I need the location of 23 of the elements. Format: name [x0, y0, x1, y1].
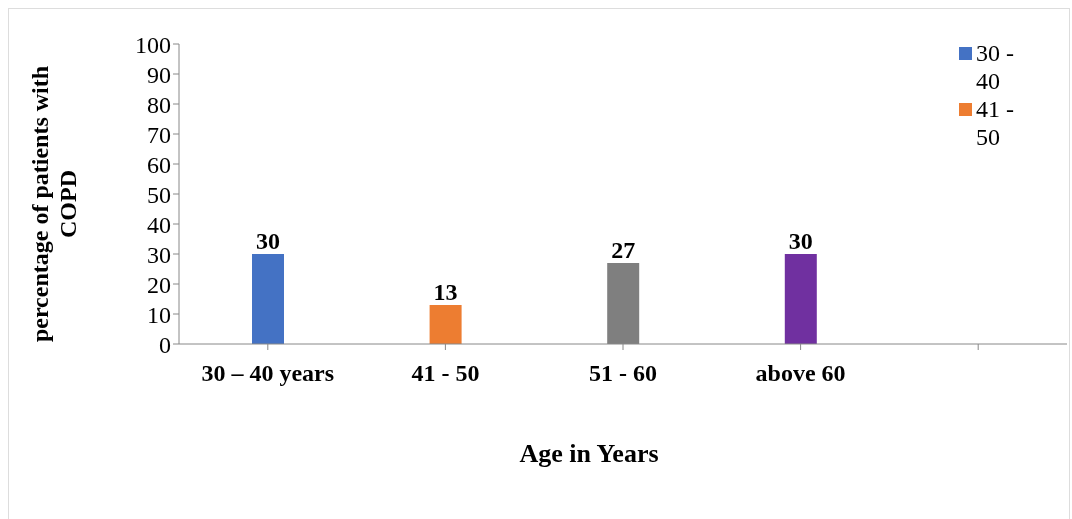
legend-label: 30 - 40 — [976, 39, 1015, 95]
y-tick-label: 100 — [135, 31, 171, 58]
x-tick-label: 30 – 40 years — [201, 360, 335, 387]
legend-label: 41 - 50 — [976, 95, 1015, 151]
y-tick-label: 0 — [159, 331, 171, 358]
y-tick-label: 10 — [147, 301, 171, 328]
y-tick-label: 30 — [147, 241, 171, 268]
y-tick-label: 50 — [147, 181, 171, 208]
data-label: 13 — [433, 279, 458, 305]
y-axis-title: percentage of patients with COPD — [26, 64, 82, 345]
y-tick-label: 80 — [147, 91, 171, 118]
x-tick-label: 51 - 60 — [589, 360, 657, 387]
y-tick-label: 60 — [147, 151, 171, 178]
y-tick-label: 70 — [147, 121, 171, 148]
x-tick-label: above 60 — [755, 360, 846, 387]
data-label: 30 — [256, 228, 280, 254]
data-label: 27 — [611, 237, 636, 263]
x-axis-title: Age in Years — [518, 439, 660, 469]
y-tick-label: 90 — [147, 61, 171, 88]
x-tick-label: 41 - 50 — [411, 360, 480, 387]
y-tick-label: 20 — [147, 271, 171, 298]
data-label: 30 — [788, 228, 813, 254]
y-tick-label: 40 — [147, 211, 171, 238]
